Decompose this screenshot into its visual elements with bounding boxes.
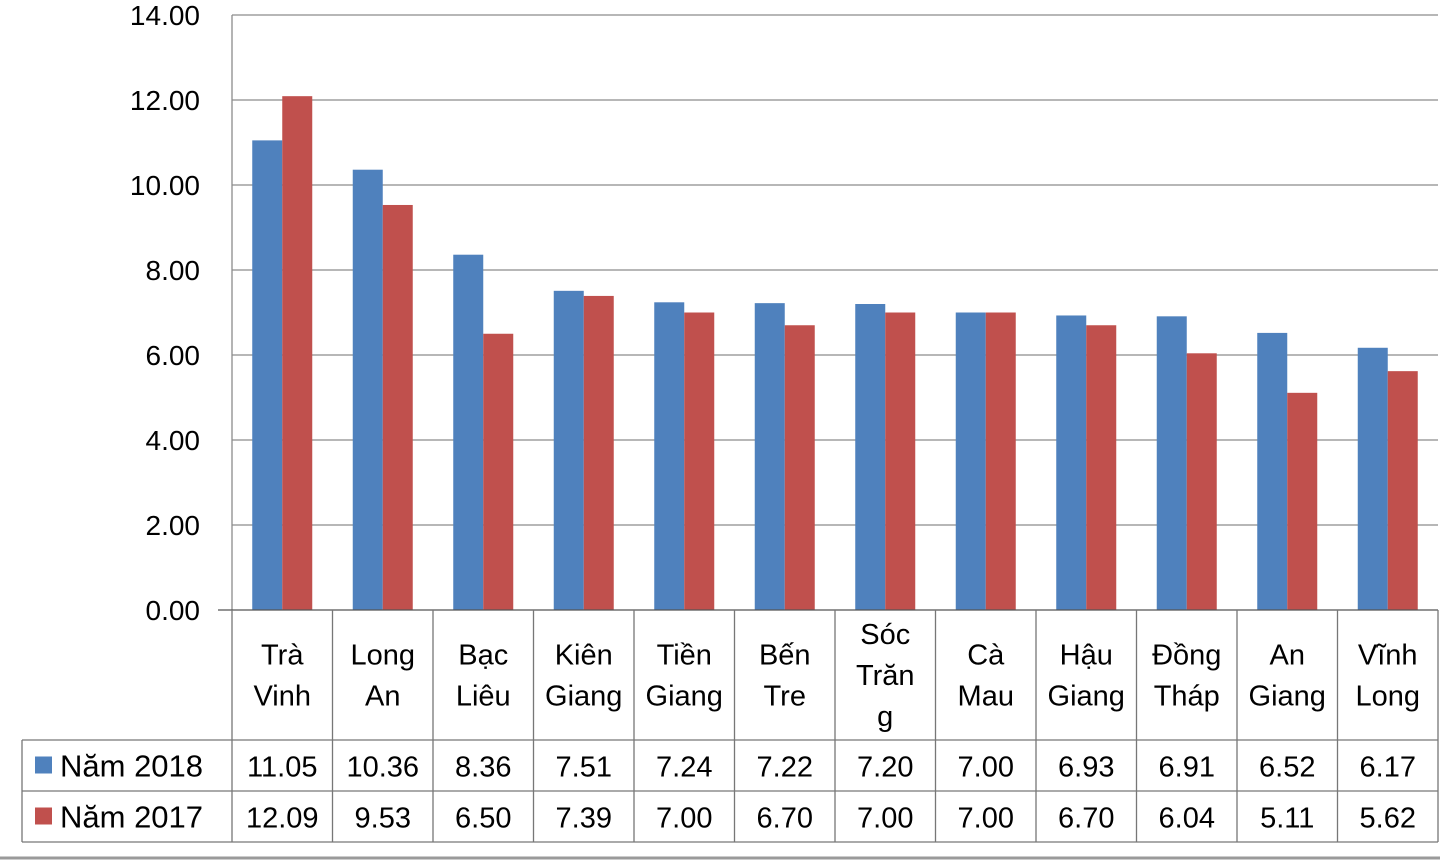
- category-label: Liêu: [456, 681, 511, 713]
- bar-năm-2018-3: [553, 290, 584, 610]
- y-tick-label: 6.00: [146, 340, 201, 371]
- category-label: Vinh: [253, 681, 311, 713]
- category-label: Vĩnh: [1358, 640, 1418, 672]
- bar-năm-2018-11: [1357, 347, 1388, 610]
- legend-key-2017: [35, 807, 52, 825]
- category-label: An: [365, 681, 400, 713]
- data-label: 9.53: [355, 803, 411, 835]
- bar-năm-2017-4: [684, 312, 715, 610]
- legend-label: Năm 2017: [60, 800, 203, 835]
- category-label: Bến: [759, 640, 811, 672]
- data-label: 5.11: [1260, 803, 1314, 835]
- bar-năm-2018-1: [352, 169, 383, 610]
- category-label: Đồng: [1152, 640, 1221, 672]
- bar-năm-2017-3: [583, 295, 614, 610]
- bar-năm-2018-9: [1156, 316, 1187, 610]
- y-tick-label: 10.00: [130, 170, 200, 201]
- bar-năm-2017-2: [483, 333, 514, 610]
- data-label: 7.39: [556, 803, 612, 835]
- bar-năm-2017-10: [1287, 392, 1318, 610]
- bar-năm-2018-7: [955, 312, 986, 610]
- y-tick-label: 12.00: [130, 85, 200, 116]
- category-label: An: [1270, 640, 1305, 672]
- category-label: Tiền: [657, 640, 712, 672]
- data-label: 10.36: [346, 752, 419, 784]
- category-label: Tháp: [1154, 681, 1220, 713]
- y-tick-label: 2.00: [146, 510, 201, 541]
- data-label: 6.04: [1159, 803, 1215, 835]
- category-label: Giang: [646, 681, 723, 713]
- data-label: 7.00: [857, 803, 913, 835]
- data-label: 6.70: [757, 803, 813, 835]
- bar-năm-2017-11: [1387, 371, 1418, 610]
- category-label: Trà: [261, 640, 304, 672]
- bars: [252, 96, 1418, 611]
- category-label: Sóc: [860, 619, 910, 651]
- bar-năm-2018-6: [855, 304, 886, 610]
- y-tick-label: 4.00: [146, 425, 201, 456]
- bar-năm-2018-4: [654, 302, 685, 610]
- bar-năm-2018-0: [252, 140, 283, 610]
- data-label: 7.20: [857, 752, 913, 784]
- axes: 0.00 2.00 4.00 6.00 8.00 10.00 12.00 14.00 Trà Vi…: [130, 0, 1438, 733]
- bar-năm-2017-9: [1186, 353, 1217, 610]
- data-label: 7.00: [958, 752, 1014, 784]
- category-label: g: [877, 701, 893, 733]
- bar-năm-2018-5: [754, 303, 785, 610]
- category-label: Long: [350, 640, 415, 672]
- y-tick-label: 8.00: [146, 255, 201, 286]
- bar-năm-2017-8: [1086, 325, 1117, 610]
- legend-label: Năm 2018: [60, 749, 203, 784]
- category-label: Bạc: [458, 640, 508, 672]
- legend-key-2018: [35, 756, 52, 774]
- category-label: Cà: [967, 640, 1005, 672]
- data-label: 6.91: [1159, 752, 1215, 784]
- category-label: Hậu: [1060, 640, 1113, 672]
- category-label: Giang: [1048, 681, 1125, 713]
- data-label: 7.00: [656, 803, 712, 835]
- data-label: 8.36: [455, 752, 511, 784]
- data-label: 11.05: [247, 752, 317, 784]
- data-label: 7.22: [757, 752, 813, 784]
- category-label: Kiên: [555, 640, 613, 672]
- bar-năm-2018-2: [453, 254, 484, 610]
- bar-năm-2017-7: [985, 312, 1016, 610]
- bar-năm-2017-0: [282, 96, 313, 611]
- bar-năm-2017-6: [885, 312, 916, 610]
- data-label: 6.93: [1058, 752, 1114, 784]
- category-label: Mau: [958, 681, 1014, 713]
- category-label: Giang: [545, 681, 622, 713]
- data-label: 6.17: [1360, 752, 1416, 784]
- data-label: 6.52: [1259, 752, 1315, 784]
- data-label: 5.62: [1360, 803, 1416, 835]
- bar-năm-2017-1: [382, 204, 413, 610]
- data-label: 6.50: [455, 803, 511, 835]
- data-table: Năm 2018 11.05 10.36 8.36 7.51 7.24 7.22 7.20 7.…: [0, 610, 1440, 860]
- bar-năm-2017-5: [784, 325, 815, 610]
- category-label: Tre: [764, 681, 806, 713]
- data-label: 6.70: [1058, 803, 1114, 835]
- data-label: 7.00: [958, 803, 1014, 835]
- gridlines: [232, 14, 1438, 526]
- bar-năm-2018-10: [1257, 332, 1288, 610]
- data-label: 7.24: [656, 752, 712, 784]
- category-label: Giang: [1249, 681, 1326, 713]
- bar-năm-2018-8: [1056, 315, 1087, 610]
- data-label: 12.09: [246, 803, 319, 835]
- category-label: Trăn: [856, 660, 915, 692]
- y-tick-label: 0.00: [146, 595, 201, 626]
- data-label: 7.51: [556, 752, 612, 784]
- y-tick-label: 14.00: [130, 0, 200, 31]
- category-label: Long: [1355, 681, 1420, 713]
